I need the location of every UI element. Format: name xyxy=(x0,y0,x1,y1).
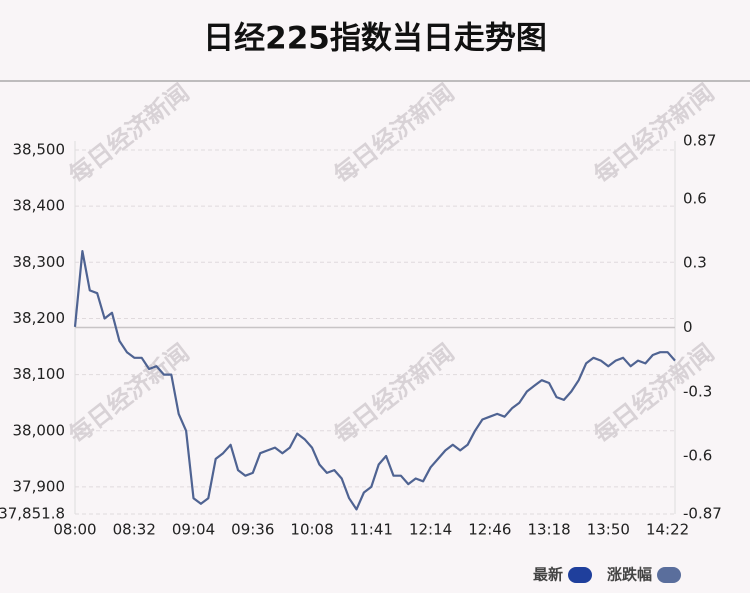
x-tick-label: 12:46 xyxy=(468,521,511,539)
y2-tick-label: 0.6 xyxy=(683,189,707,207)
legend-label: 涨跌幅 xyxy=(607,566,652,584)
y2-tick-label: -0.6 xyxy=(683,447,712,465)
legend-label: 最新 xyxy=(533,566,563,584)
x-tick-label: 10:08 xyxy=(290,521,333,539)
legend-swatch xyxy=(568,567,593,583)
y2-tick-label: -0.3 xyxy=(683,382,712,400)
x-tick-label: 12:14 xyxy=(409,521,452,539)
x-tick-label: 14:22 xyxy=(646,521,689,539)
y2-tick-label: 0.3 xyxy=(683,254,707,272)
y-tick-label: 38,300 xyxy=(13,253,66,271)
y-tick-label: 38,100 xyxy=(13,365,66,383)
x-tick-label: 13:18 xyxy=(527,521,570,539)
y-tick-label: 38,200 xyxy=(13,309,66,327)
y-tick-label: 37,900 xyxy=(13,477,66,495)
x-tick-label: 08:00 xyxy=(53,521,96,539)
y-tick-label: 38,400 xyxy=(13,197,66,215)
x-tick-label: 11:41 xyxy=(350,521,393,539)
y2-tick-label: 0.87 xyxy=(683,132,716,150)
x-tick-label: 09:04 xyxy=(172,521,215,539)
y-tick-label: 38,500 xyxy=(13,140,66,158)
chart-title: 日经225指数当日走势图 xyxy=(203,21,547,57)
x-tick-label: 09:36 xyxy=(231,521,274,539)
x-tick-label: 08:32 xyxy=(113,521,156,539)
x-tick-label: 13:50 xyxy=(587,521,630,539)
y-tick-label: 38,000 xyxy=(13,421,66,439)
price-line xyxy=(73,250,676,511)
y2-tick-label: -0.87 xyxy=(683,505,722,523)
y2-tick-label: 0 xyxy=(683,318,693,336)
legend-swatch xyxy=(657,567,682,583)
y-tick-label: 37,851.8 xyxy=(0,505,65,523)
